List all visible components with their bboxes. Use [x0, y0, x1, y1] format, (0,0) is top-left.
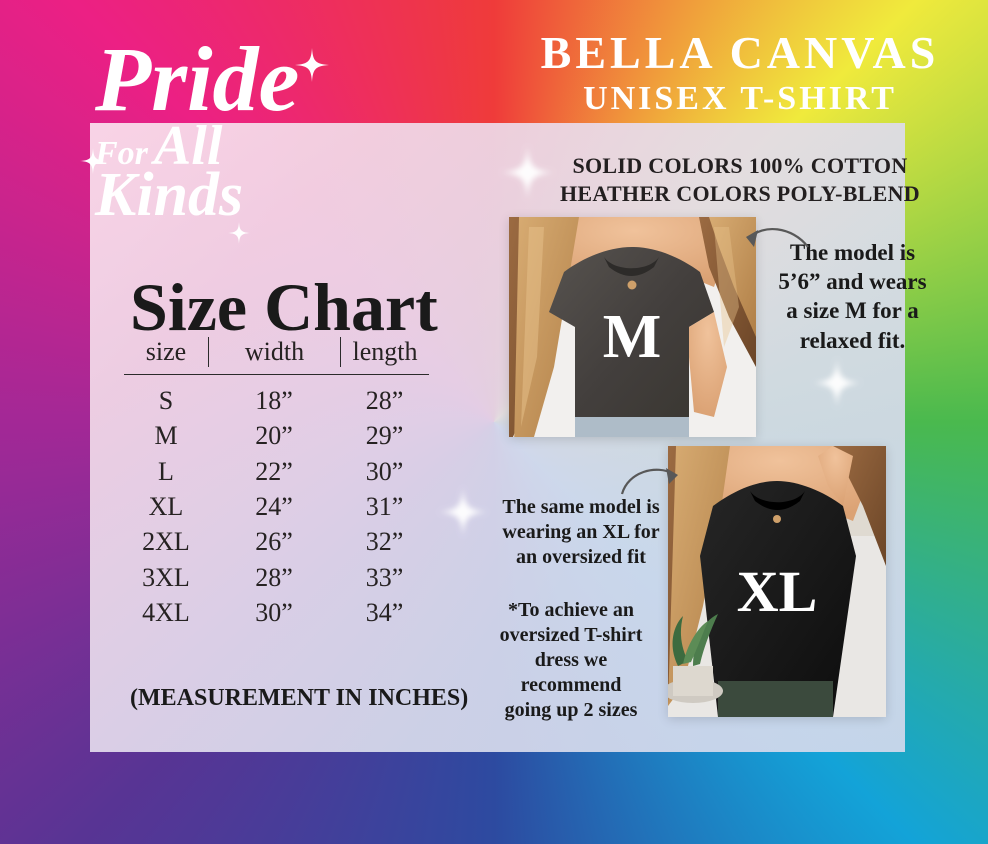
svg-text:M: M	[603, 303, 662, 371]
svg-text:XL: XL	[737, 559, 818, 624]
